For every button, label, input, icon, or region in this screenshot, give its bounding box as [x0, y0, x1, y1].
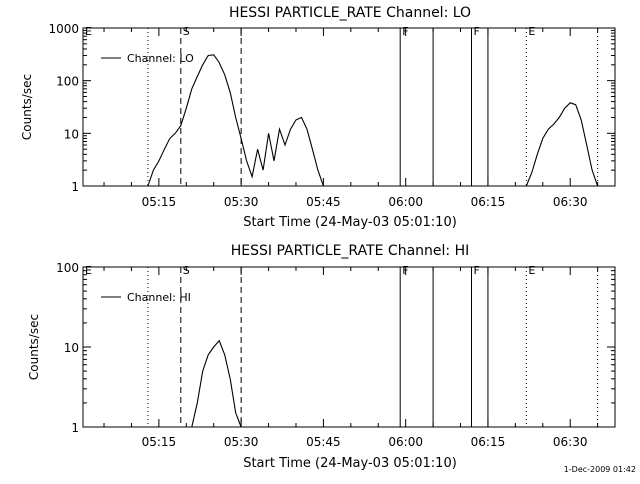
event-marker-letter: F — [402, 25, 408, 38]
y-tick-label: 1 — [71, 421, 79, 435]
series-line — [147, 54, 324, 187]
x-tick-label: 05:30 — [224, 195, 259, 209]
series-line — [191, 339, 242, 428]
y-tick-label: 10 — [64, 127, 79, 141]
panel-hi: HESSI PARTICLE_RATE Channel: HI 1 10 100 Cou… — [27, 243, 616, 471]
x-tick-label: 05:15 — [142, 435, 177, 449]
x-tick-label: 06:30 — [553, 195, 588, 209]
legend-label: Channel: HI — [127, 291, 191, 304]
x-tick-label: 05:15 — [142, 195, 177, 209]
event-marker-letter: E — [528, 264, 535, 277]
x-tick-label: 06:15 — [471, 195, 506, 209]
x-tick-label: 06:00 — [388, 195, 423, 209]
chart-title: HESSI PARTICLE_RATE Channel: LO — [229, 5, 471, 21]
event-marker-letter: E — [528, 25, 535, 38]
event-marker-letter: F — [473, 264, 479, 277]
panel-lo: HESSI PARTICLE_RATE Channel: LO 1 10 100 100… — [20, 5, 616, 230]
y-tick-label: 100 — [56, 261, 79, 275]
x-axis-label: Start Time (24-May-03 05:01:10) — [243, 215, 457, 230]
x-tick-label: 05:30 — [224, 435, 259, 449]
event-marker-letter: E — [85, 25, 92, 38]
x-tick-label: 06:15 — [471, 435, 506, 449]
chart-title: HESSI PARTICLE_RATE Channel: HI — [231, 243, 469, 259]
plot-frame — [82, 27, 616, 187]
event-marker-letter: F — [402, 264, 408, 277]
y-tick-label: 1 — [71, 180, 79, 194]
event-marker-letter: S — [183, 264, 190, 277]
footer-date: 1-Dec-2009 01:42 — [564, 465, 636, 474]
x-tick-label: 05:45 — [306, 195, 341, 209]
event-marker-letter: F — [473, 25, 479, 38]
x-tick-label: 05:45 — [306, 435, 341, 449]
x-axis-label: Start Time (24-May-03 05:01:10) — [243, 456, 457, 471]
y-tick-label: 1000 — [48, 22, 79, 36]
event-marker-letter: S — [183, 25, 190, 38]
series-line — [525, 102, 599, 187]
event-marker-letter: E — [85, 264, 92, 277]
x-tick-label: 06:30 — [553, 435, 588, 449]
y-tick-label: 100 — [56, 75, 79, 89]
y-tick-label: 10 — [64, 341, 79, 355]
y-axis-label: Counts/sec — [20, 74, 34, 140]
y-axis-label: Counts/sec — [27, 314, 41, 380]
legend-label: Channel: LO — [127, 52, 194, 65]
x-tick-label: 06:00 — [388, 435, 423, 449]
